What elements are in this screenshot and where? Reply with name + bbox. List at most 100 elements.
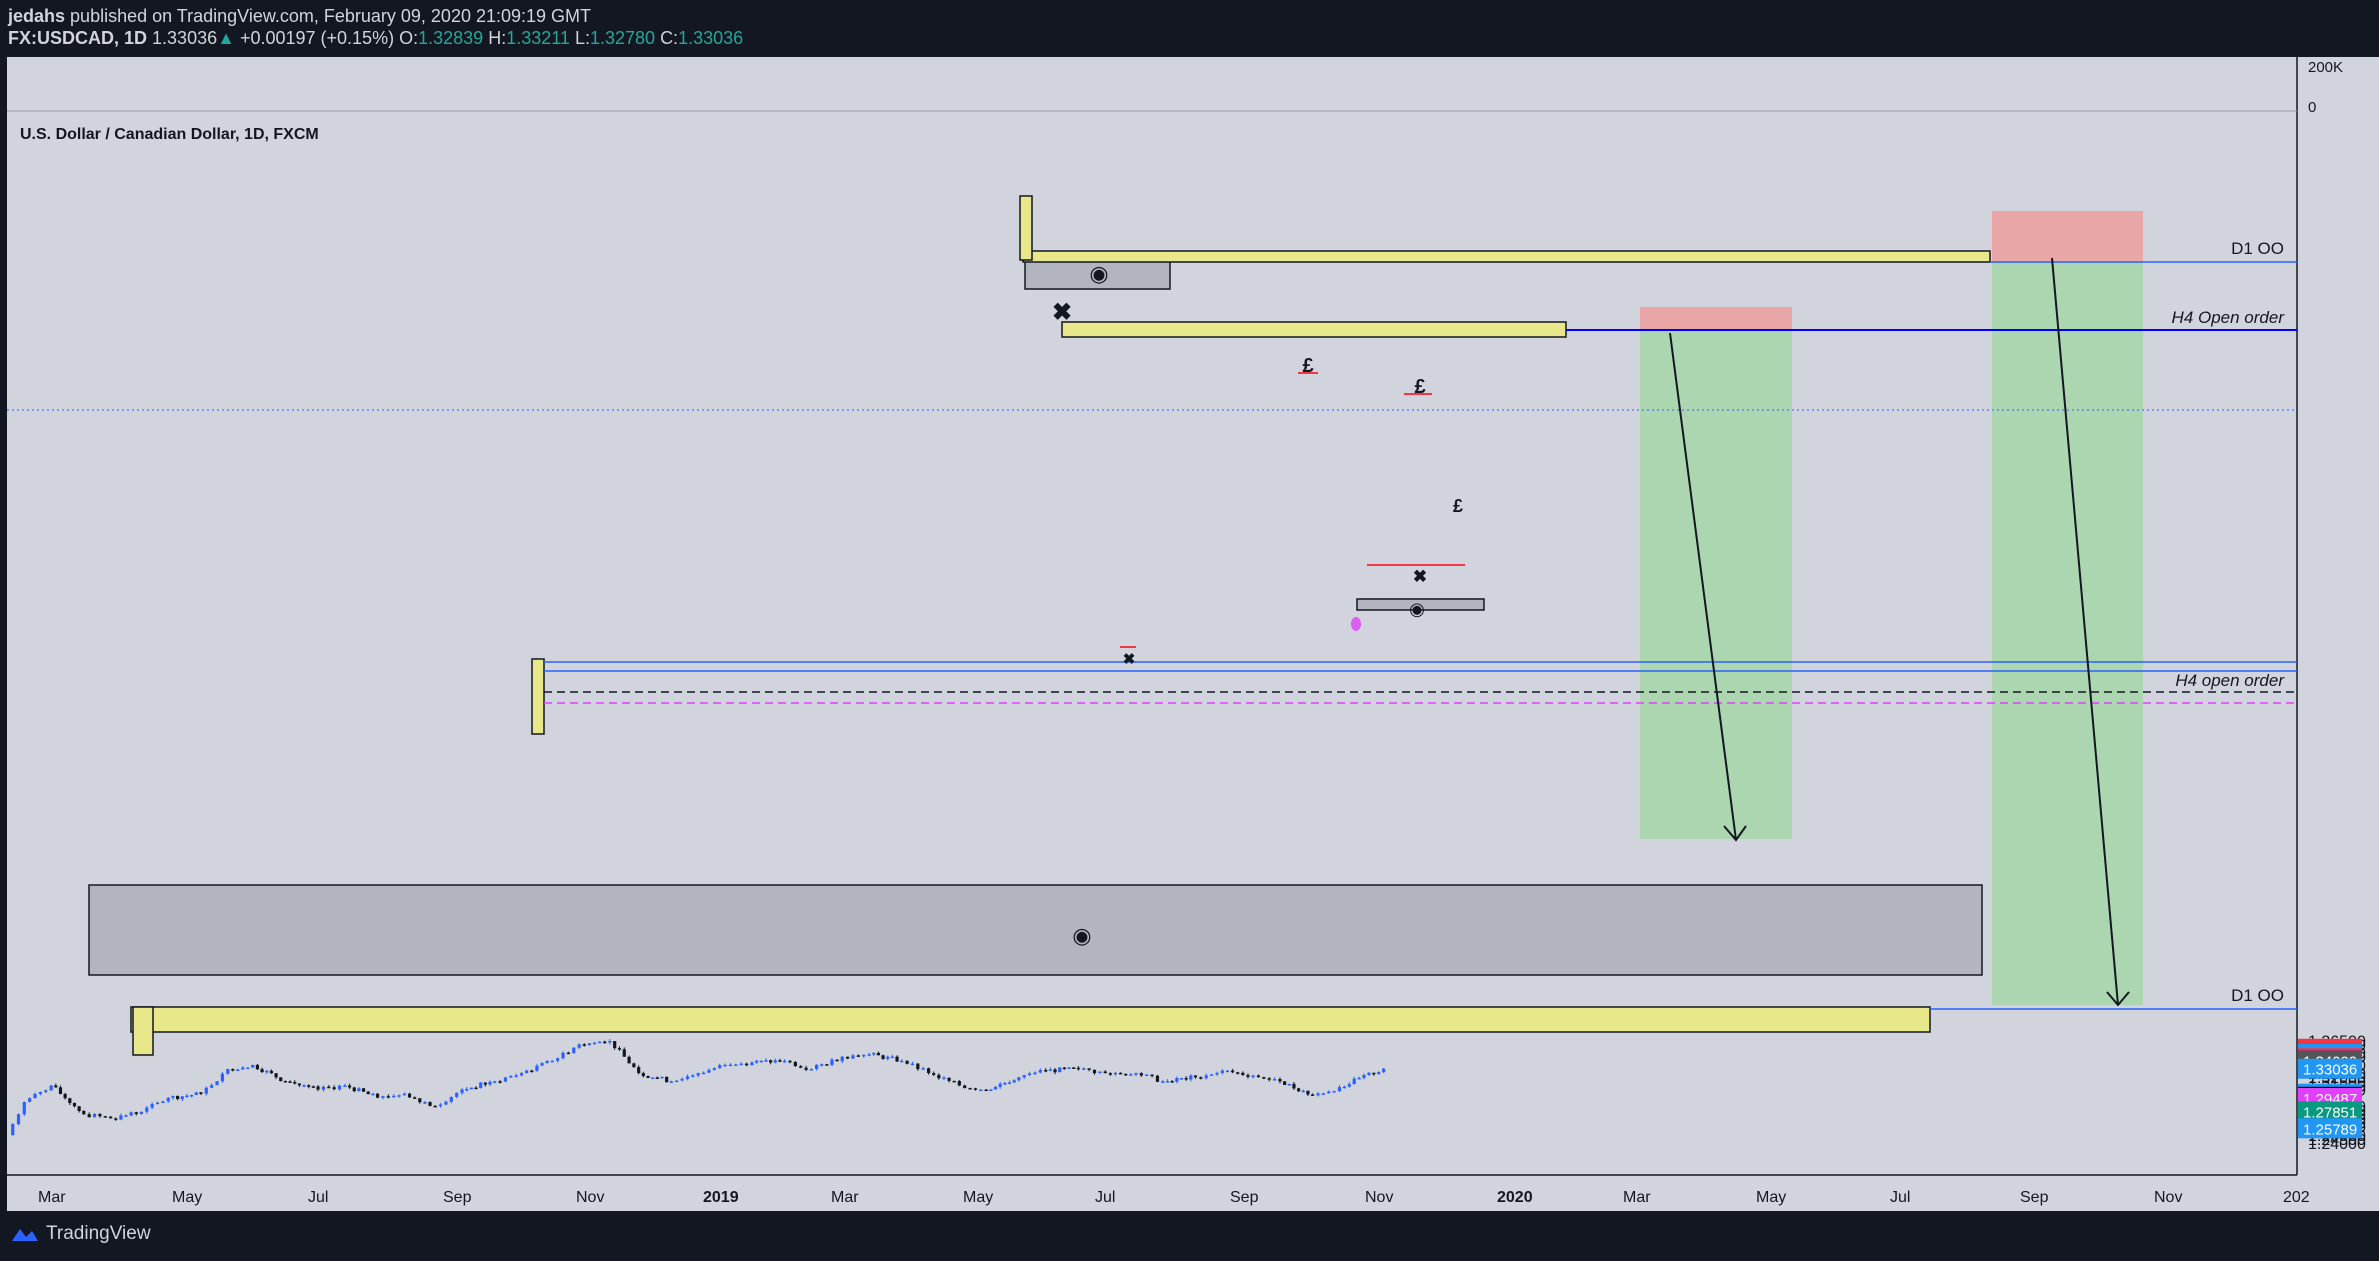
candle-body <box>1184 1078 1188 1080</box>
candle-body <box>1076 1067 1080 1070</box>
candle-body <box>332 1087 336 1090</box>
candle-body <box>669 1081 673 1083</box>
candle-body <box>418 1098 422 1103</box>
loss-zone-1[interactable] <box>1640 307 1792 331</box>
candle-body <box>1327 1091 1331 1094</box>
price-badge[interactable] <box>2298 1101 2362 1122</box>
candle-body <box>862 1054 866 1057</box>
candle-body <box>1267 1078 1271 1080</box>
candle-body <box>1175 1078 1179 1082</box>
profit-zone-1[interactable] <box>1640 331 1792 839</box>
candle-body <box>1170 1081 1174 1083</box>
grey-zone-top[interactable] <box>1024 258 1171 290</box>
projection-arrow-1[interactable] <box>1669 332 1737 841</box>
candle-body <box>927 1068 931 1074</box>
candle-body <box>1003 1082 1007 1085</box>
candle-body <box>428 1102 432 1106</box>
candle-body <box>357 1088 361 1092</box>
candle-body <box>204 1087 208 1094</box>
candle-body <box>1161 1081 1165 1083</box>
price-tick-label: 1.24000 <box>2308 1136 2366 1153</box>
tradingview-logo-icon[interactable] <box>10 1223 40 1245</box>
candle-body <box>769 1060 773 1063</box>
time-tick-label: May <box>1756 1189 1786 1206</box>
candle-body <box>916 1063 920 1070</box>
candle-body <box>973 1088 978 1090</box>
candle-body <box>632 1063 636 1068</box>
price-badge[interactable] <box>2298 1118 2362 1139</box>
plot-area[interactable] <box>7 57 2297 1175</box>
price-axis[interactable] <box>2297 57 2379 1175</box>
candle-body <box>114 1118 118 1120</box>
author-name[interactable]: jedahs <box>8 6 66 26</box>
candle-body <box>241 1067 245 1070</box>
pivot-candle-left[interactable] <box>531 658 545 735</box>
candle-body <box>1092 1069 1097 1074</box>
candle-body <box>68 1098 72 1103</box>
candle-body <box>835 1059 839 1062</box>
candle-body <box>895 1056 899 1062</box>
candles-layer[interactable] <box>11 1039 1386 1136</box>
candle-body <box>952 1080 956 1083</box>
candle-body <box>444 1101 448 1105</box>
candle-body <box>1087 1068 1091 1070</box>
time-tick-label: Jul <box>308 1189 328 1206</box>
candle-body <box>176 1096 180 1100</box>
candle-body <box>617 1048 622 1050</box>
candle-body <box>696 1073 700 1076</box>
candle-body <box>691 1075 695 1077</box>
candle-body <box>279 1077 283 1082</box>
h4-supply-zone[interactable] <box>1061 321 1567 338</box>
candle-body <box>556 1058 560 1061</box>
candle-body <box>397 1095 401 1097</box>
publish-info: published on TradingView.com, February 0… <box>70 6 592 26</box>
time-tick-label: Sep <box>443 1189 472 1206</box>
tradingview-brand[interactable]: TradingView <box>46 1223 151 1244</box>
close-value: 1.33036 <box>678 28 744 48</box>
candle-body <box>783 1060 787 1063</box>
candle-body <box>1124 1073 1128 1076</box>
candle-body <box>124 1115 128 1117</box>
pivot-candle-top[interactable] <box>1019 195 1033 261</box>
time-tick-label: Jul <box>1095 1189 1115 1206</box>
candle-body <box>1316 1093 1320 1096</box>
candle-body <box>856 1055 860 1057</box>
candle-body <box>199 1092 203 1094</box>
candle-body <box>58 1087 63 1094</box>
grey-demand-zone[interactable] <box>88 884 1983 976</box>
candle-body <box>685 1076 690 1079</box>
pivot-candle-bottom[interactable] <box>132 1006 154 1056</box>
candle-body <box>166 1097 170 1102</box>
pound-icon: £ <box>1302 355 1313 377</box>
candle-body <box>1372 1072 1376 1075</box>
symbol-label[interactable]: FX:USDCAD, 1D <box>8 28 148 48</box>
candle-body <box>1272 1079 1277 1081</box>
d1-supply-zone[interactable] <box>1022 250 1991 263</box>
candle-body <box>1150 1074 1154 1077</box>
profit-zone-2[interactable] <box>1992 262 2143 1005</box>
time-axis[interactable] <box>7 1175 2379 1211</box>
candle-body <box>514 1075 518 1077</box>
candle-body <box>613 1041 617 1049</box>
loss-zone-2[interactable] <box>1992 211 2143 262</box>
d1-demand-zone[interactable] <box>130 1006 1931 1033</box>
projection-arrow-2[interactable] <box>2051 257 2119 1006</box>
grey-zone-mid[interactable] <box>1356 598 1485 611</box>
candle-body <box>72 1102 77 1107</box>
candle-body <box>236 1069 240 1072</box>
price-badges: 1.354621.348421.348321.343091.340211.340… <box>2298 1038 2362 1139</box>
candle-body <box>998 1083 1002 1087</box>
candle-body <box>701 1072 706 1075</box>
candle-body <box>1022 1075 1026 1078</box>
candle-body <box>1058 1067 1062 1073</box>
candle-body <box>22 1101 26 1115</box>
candle-body <box>1301 1090 1305 1093</box>
candle-body <box>577 1044 581 1048</box>
candle-body <box>750 1062 754 1066</box>
candle-body <box>1231 1070 1235 1073</box>
candle-body <box>347 1085 352 1088</box>
price-badge[interactable] <box>2298 1058 2362 1079</box>
price-badge-label: 1.25789 <box>2303 1121 2357 1138</box>
candle-body <box>371 1093 375 1096</box>
